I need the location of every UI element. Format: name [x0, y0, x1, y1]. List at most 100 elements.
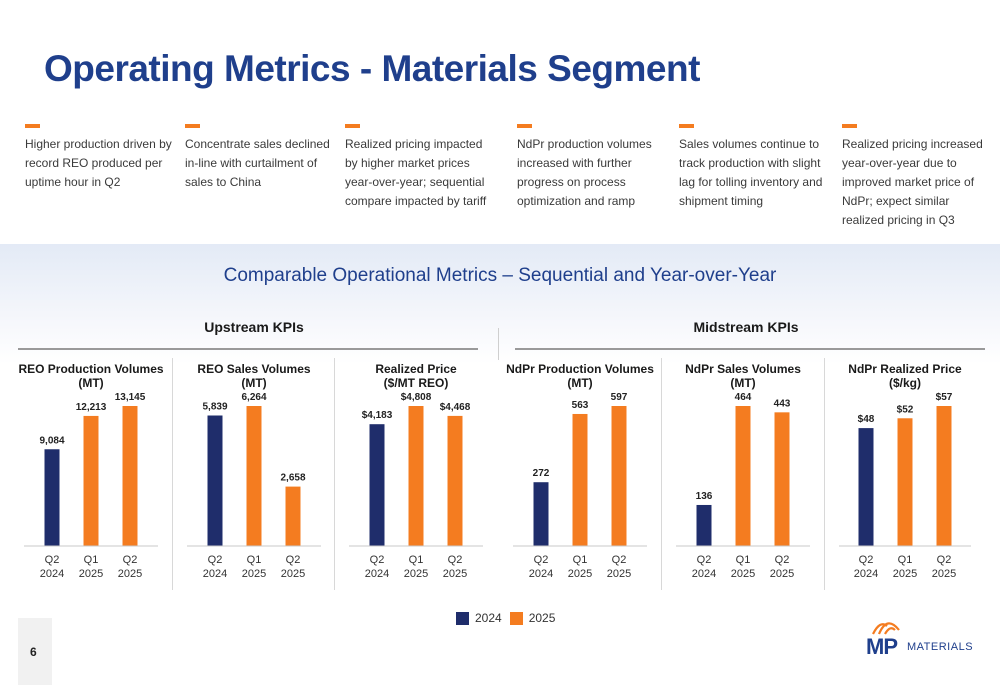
data-label: 443 — [774, 398, 791, 409]
x-tick-label: Q2 — [286, 554, 301, 566]
x-tick-label: Q1 — [898, 554, 913, 566]
bullet-text: Higher production driven by record REO p… — [25, 137, 172, 189]
chart-panel: REO Sales Volumes (MT) 5,839 Q2 2024 6,264 Q1 2… — [172, 358, 335, 590]
x-tick-label: Q2 — [937, 554, 952, 566]
data-label: $57 — [936, 392, 953, 403]
data-label: 272 — [533, 468, 550, 479]
chart-title: NdPr Sales Volumes (MT) — [662, 362, 824, 390]
bullet-dash — [842, 124, 857, 128]
bar — [285, 486, 301, 546]
chart-title-line: (MT) — [730, 376, 756, 390]
bullet-1: Higher production driven by record REO p… — [25, 124, 175, 192]
data-label: $4,808 — [401, 392, 432, 403]
x-tick-label: Q2 — [534, 554, 549, 566]
bullet-5: Sales volumes continue to track producti… — [679, 124, 829, 211]
chart-title: REO Sales Volumes (MT) — [173, 362, 335, 390]
legend-label-2025: 2025 — [528, 611, 556, 625]
bar-chart: 272 Q2 2024 563 Q1 2025 597 Q2 2025 — [513, 392, 647, 580]
bar — [246, 406, 262, 546]
x-tick-label: Q2 — [123, 554, 138, 566]
bullet-dash — [679, 124, 694, 128]
chart-title-line: (MT) — [241, 376, 267, 390]
chart-title: Realized Price ($/MT REO) — [335, 362, 497, 390]
x-tick-label: 2024 — [40, 568, 64, 580]
data-label: $4,468 — [440, 402, 471, 413]
data-label: 12,213 — [76, 402, 107, 413]
x-tick-label: 2025 — [893, 568, 917, 580]
bullet-dash — [25, 124, 40, 128]
bar-chart: $4,183 Q2 2024 $4,808 Q1 2025 $4,468 Q2 2025 — [349, 392, 483, 580]
data-label: 13,145 — [115, 392, 146, 403]
legend-item-2024: 2024 — [456, 611, 502, 625]
data-label: $52 — [897, 404, 914, 415]
x-tick-label: 2025 — [79, 568, 103, 580]
x-tick-label: 2024 — [203, 568, 227, 580]
data-label: 563 — [572, 400, 589, 411]
logo-mp: MP — [866, 634, 898, 659]
x-tick-label: Q2 — [45, 554, 60, 566]
bullet-dash — [185, 124, 200, 128]
x-tick-label: 2025 — [443, 568, 467, 580]
x-tick-label: 2025 — [118, 568, 142, 580]
upstream-rule — [18, 348, 478, 350]
chart-legend: 2024 2025 — [456, 611, 563, 625]
page-title: Operating Metrics - Materials Segment — [44, 48, 700, 89]
chart-title-line: REO Production Volumes — [18, 362, 164, 376]
bar-chart: 5,839 Q2 2024 6,264 Q1 2025 2,658 Q2 2025 — [187, 392, 321, 580]
x-tick-label: Q1 — [573, 554, 588, 566]
legend-item-2025: 2025 — [509, 611, 556, 625]
x-tick-label: 2025 — [731, 568, 755, 580]
chart-title-line: ($/kg) — [888, 376, 921, 390]
bar — [735, 406, 751, 546]
x-tick-label: 2025 — [607, 568, 631, 580]
chart-title: REO Production Volumes (MT) — [10, 362, 172, 390]
data-label: 136 — [696, 491, 713, 502]
chart-panel: NdPr Realized Price ($/kg) $48 Q2 2024 $52 Q1 2… — [824, 358, 985, 590]
bar-chart: 9,084 Q2 2024 12,213 Q1 2025 13,145 Q2 2025 — [24, 392, 158, 580]
x-tick-label: Q2 — [697, 554, 712, 566]
x-tick-label: Q2 — [208, 554, 223, 566]
chart-title-line: ($/MT REO) — [383, 376, 449, 390]
bar-chart: 136 Q2 2024 464 Q1 2025 443 Q2 2025 — [676, 392, 810, 580]
bar — [533, 482, 549, 546]
bullet-3: Realized pricing impacted by higher mark… — [345, 124, 495, 211]
chart-panel: Realized Price ($/MT REO) $4,183 Q2 2024 $4,8… — [334, 358, 497, 590]
chart-title-line: NdPr Realized Price — [848, 362, 962, 376]
x-tick-label: 2025 — [281, 568, 305, 580]
x-tick-label: 2024 — [529, 568, 553, 580]
data-label: 5,839 — [202, 401, 227, 412]
chart-panel: REO Production Volumes (MT) 9,084 Q2 2024 12,… — [10, 358, 172, 590]
data-label: 2,658 — [280, 473, 305, 484]
x-tick-label: Q2 — [859, 554, 874, 566]
bar — [897, 418, 913, 546]
chart-title-line: (MT) — [567, 376, 593, 390]
x-tick-label: Q1 — [84, 554, 99, 566]
bar — [774, 412, 790, 546]
legend-label-2024: 2024 — [475, 611, 502, 625]
chart-title-line: REO Sales Volumes — [197, 362, 311, 376]
x-tick-label: 2025 — [932, 568, 956, 580]
bullet-text: Realized pricing impacted by higher mark… — [345, 137, 487, 208]
bar — [369, 424, 385, 546]
section-subtitle: Comparable Operational Metrics – Sequent… — [223, 265, 777, 286]
x-tick-label: Q1 — [736, 554, 751, 566]
bar — [858, 428, 874, 546]
chart-panel: NdPr Production Volumes (MT) 272 Q2 2024 563 Q… — [499, 358, 661, 590]
x-tick-label: Q1 — [247, 554, 262, 566]
bullet-4: NdPr production volumes increased with f… — [517, 124, 667, 211]
bullet-text: Sales volumes continue to track producti… — [679, 137, 823, 208]
bar — [696, 504, 712, 546]
x-tick-label: 2024 — [692, 568, 716, 580]
chart-title: NdPr Realized Price ($/kg) — [825, 362, 985, 390]
bar-chart: $48 Q2 2024 $52 Q1 2025 $57 Q2 2025 — [839, 392, 971, 580]
bullet-dash — [517, 124, 532, 128]
bar — [611, 406, 627, 546]
x-tick-label: Q1 — [409, 554, 424, 566]
bullet-text: Realized pricing increased year-over-yea… — [842, 137, 983, 227]
bullet-text: NdPr production volumes increased with f… — [517, 137, 652, 208]
x-tick-label: Q2 — [612, 554, 627, 566]
bullet-dash — [345, 124, 360, 128]
upstream-title: Upstream KPIs — [204, 319, 304, 335]
chart-title-line: Realized Price — [375, 362, 457, 376]
bullet-text: Concentrate sales declined in-line with … — [185, 137, 330, 189]
